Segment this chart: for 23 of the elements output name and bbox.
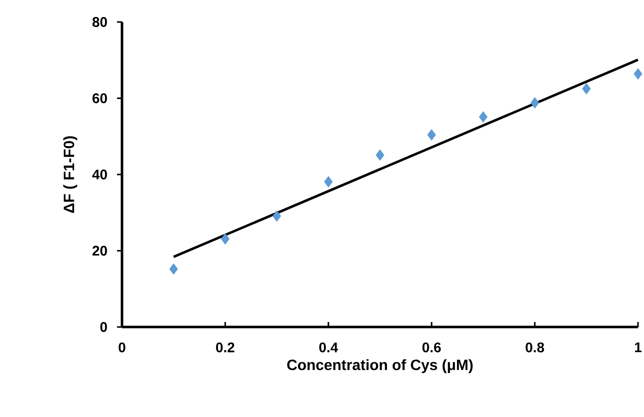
x-tick-label: 1 [635, 342, 642, 352]
point [582, 83, 591, 94]
x-tick-label: 0.2 [216, 342, 234, 352]
x-tick-label: 0.4 [319, 342, 338, 352]
y-tick-label: 40 [92, 170, 107, 180]
x-tick-label: 0.8 [526, 342, 544, 352]
point [478, 111, 488, 123]
x-tick-label: 0 [118, 342, 126, 352]
point [530, 97, 540, 109]
point [272, 210, 282, 222]
x-tick-label: 0.6 [422, 342, 441, 352]
point [169, 263, 178, 275]
point [220, 233, 230, 245]
point [376, 149, 384, 161]
x-axis-title: Concentration of Cys (μM) [287, 359, 473, 374]
y-tick-label: 60 [92, 93, 107, 104]
point [427, 129, 436, 141]
y-tick-label: 0 [100, 322, 107, 332]
point [634, 68, 642, 80]
y-axis-title: ΔF ( F1-F0) [63, 136, 78, 213]
y-tick-label: 80 [92, 17, 107, 27]
point [324, 176, 333, 188]
y-tick-label: 20 [92, 246, 107, 256]
